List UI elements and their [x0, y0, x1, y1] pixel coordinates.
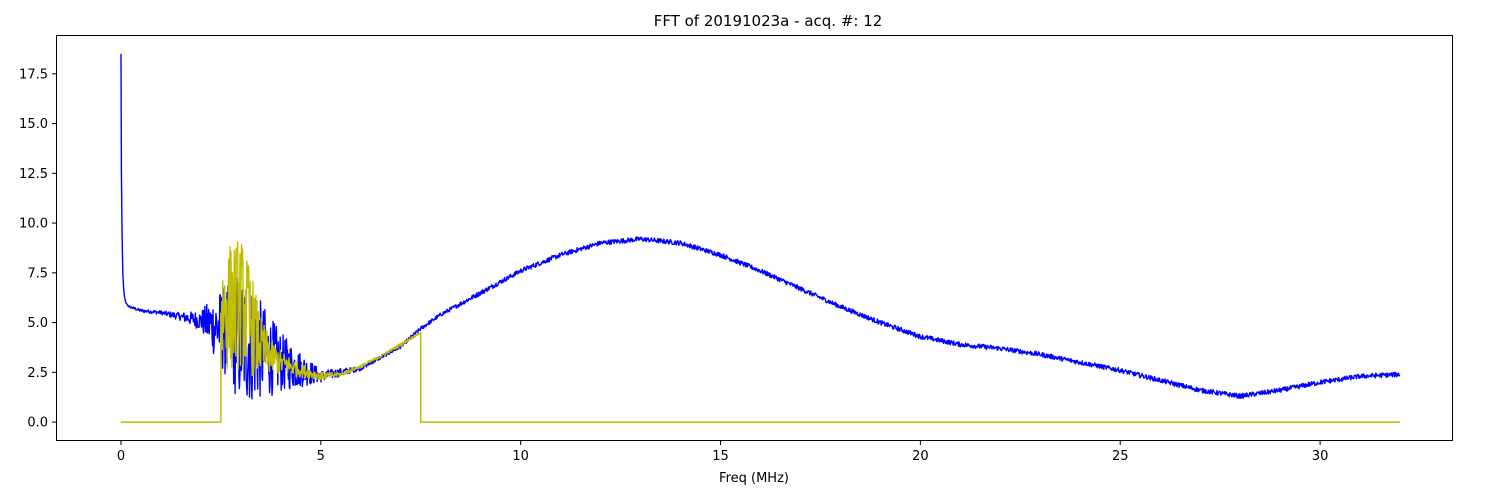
- series-1-line: [220, 241, 422, 381]
- series-layer: [120, 53, 1401, 423]
- x-axis-label: Freq (MHz): [719, 471, 789, 486]
- y-tick-label: 0.0: [27, 416, 48, 431]
- y-tick-label: 5.0: [27, 316, 48, 331]
- x-tick-label: 25: [1112, 449, 1129, 464]
- axes-layer: 0 5 10 15 20 25 30 0.0 2.5 5.0 7.5 10.0 12.5 15.0 17.5: [19, 67, 1328, 464]
- x-tick-label: 5: [317, 449, 325, 464]
- x-tick-label: 30: [1312, 449, 1329, 464]
- series-1-baseline: [120, 312, 1401, 423]
- x-tick-label: 15: [712, 449, 729, 464]
- y-tick-label: 7.5: [27, 266, 48, 281]
- y-tick-label: 12.5: [19, 167, 48, 182]
- y-tick-label: 15.0: [19, 117, 48, 132]
- x-tick-label: 20: [912, 449, 929, 464]
- y-tick-label: 17.5: [19, 67, 48, 82]
- plot-frame: [56, 35, 1453, 441]
- x-tick-label: 0: [117, 449, 125, 464]
- y-tick-label: 10.0: [19, 217, 48, 232]
- chart-title: FFT of 20191023a - acq. #: 12: [654, 12, 883, 30]
- y-tick-label: 2.5: [27, 366, 48, 381]
- x-tick-label: 10: [512, 449, 529, 464]
- series-1: [120, 241, 1401, 423]
